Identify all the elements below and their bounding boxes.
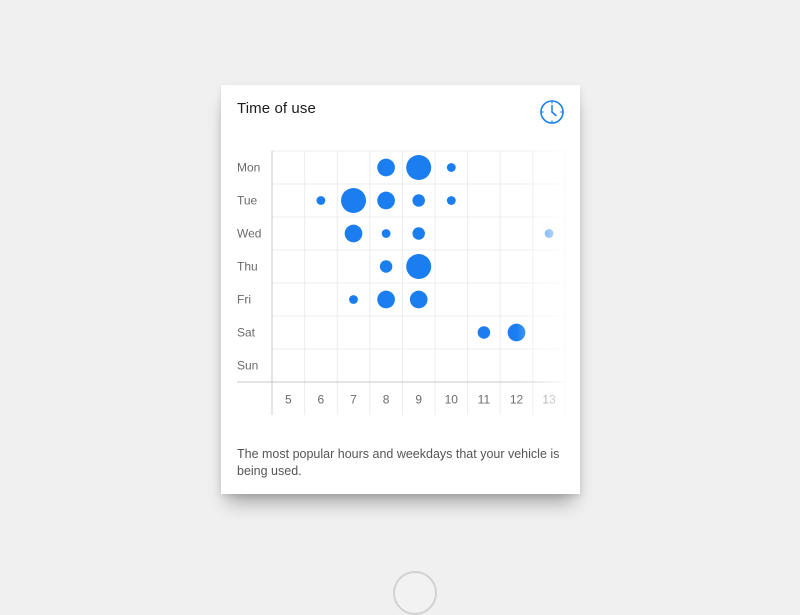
data-bubble bbox=[406, 155, 432, 180]
x-tick-label: 7 bbox=[350, 393, 357, 407]
clock-icon[interactable] bbox=[539, 99, 565, 125]
data-bubble bbox=[412, 227, 425, 240]
x-tick-label: 5 bbox=[285, 393, 292, 407]
y-tick-label: Sat bbox=[237, 326, 256, 340]
data-bubble bbox=[381, 229, 391, 238]
data-bubble bbox=[344, 224, 363, 243]
y-tick-label: Sun bbox=[237, 359, 258, 373]
time-of-use-chart: MonTueWedThuFriSatSun5678910111213 bbox=[221, 85, 580, 494]
data-bubble bbox=[316, 196, 326, 205]
y-tick-label: Thu bbox=[237, 260, 258, 274]
bubble-chart: MonTueWedThuFriSatSun5678910111213 bbox=[237, 149, 570, 417]
data-bubble bbox=[446, 163, 456, 172]
data-bubble bbox=[446, 196, 456, 205]
data-bubble bbox=[409, 290, 428, 309]
data-bubble bbox=[379, 260, 393, 273]
y-tick-label: Fri bbox=[237, 293, 251, 307]
y-tick-label: Tue bbox=[237, 194, 258, 208]
y-tick-label: Mon bbox=[237, 161, 260, 175]
x-tick-label: 8 bbox=[383, 393, 390, 407]
data-bubble bbox=[349, 295, 358, 304]
data-bubble bbox=[377, 158, 395, 177]
data-bubble bbox=[341, 188, 366, 213]
x-tick-label: 9 bbox=[415, 393, 422, 407]
y-tick-label: Wed bbox=[237, 227, 261, 241]
data-bubble bbox=[406, 254, 432, 279]
card-title: Time of use bbox=[237, 100, 316, 117]
chart-fade-overlay bbox=[516, 149, 570, 417]
data-bubble bbox=[377, 290, 395, 309]
x-tick-label: 6 bbox=[318, 393, 325, 407]
x-tick-label: 11 bbox=[478, 393, 491, 407]
time-of-use-card: MonTueWedThuFriSatSun5678910111213 Time … bbox=[221, 85, 580, 494]
data-bubble bbox=[412, 194, 425, 207]
home-button[interactable] bbox=[393, 571, 437, 615]
chart-caption: The most popular hours and weekdays that… bbox=[237, 447, 560, 478]
data-bubble bbox=[377, 191, 395, 210]
x-tick-label: 10 bbox=[445, 393, 459, 407]
data-bubble bbox=[477, 326, 491, 339]
